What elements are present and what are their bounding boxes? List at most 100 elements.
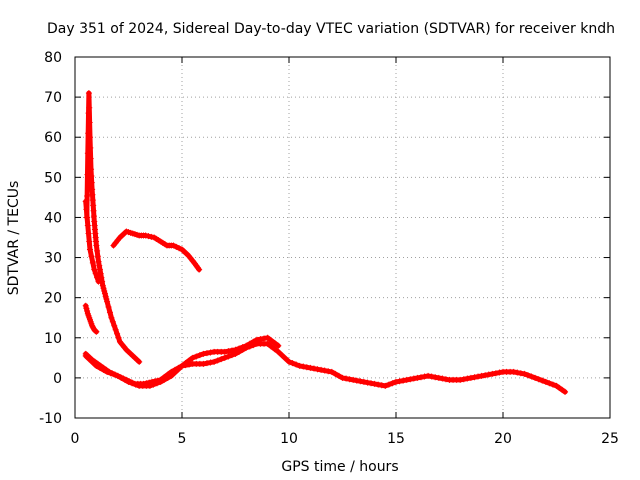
series-secondary-track <box>82 334 282 389</box>
data-point <box>179 362 185 369</box>
data-point <box>360 378 367 385</box>
data-point <box>467 374 474 381</box>
data-point <box>214 357 221 364</box>
data-point <box>243 342 250 349</box>
data-point <box>91 266 98 273</box>
data-point <box>84 171 91 178</box>
data-point <box>296 362 303 369</box>
data-point <box>539 377 546 384</box>
data-point <box>514 369 521 376</box>
data-point <box>546 380 553 387</box>
data-point <box>109 318 116 325</box>
data-point <box>335 372 342 379</box>
data-point <box>85 130 92 137</box>
data-point <box>146 382 153 389</box>
data-point <box>289 360 296 367</box>
y-tick-label: 40 <box>44 210 62 226</box>
data-point <box>457 376 464 383</box>
data-point <box>157 378 164 385</box>
data-point <box>357 378 364 385</box>
data-point <box>108 314 115 321</box>
data-point <box>88 179 95 186</box>
data-point <box>86 246 93 253</box>
data-point <box>99 282 106 289</box>
data-point <box>104 368 111 375</box>
y-tick-label: 80 <box>44 50 62 66</box>
data-point <box>145 233 152 240</box>
data-point <box>112 326 119 333</box>
data-point <box>414 374 421 381</box>
data-point <box>92 270 99 277</box>
data-point <box>378 382 385 389</box>
data-point <box>90 213 97 220</box>
data-point <box>103 296 110 303</box>
data-point <box>562 388 569 395</box>
data-point <box>439 375 446 382</box>
data-point <box>82 352 89 359</box>
data-point <box>510 368 517 375</box>
data-point <box>275 348 282 355</box>
series-main-track <box>82 340 569 395</box>
data-point <box>196 352 203 359</box>
data-point <box>524 372 531 379</box>
data-point <box>88 253 95 260</box>
data-point <box>101 287 108 294</box>
data-point <box>86 134 93 141</box>
data-point <box>225 353 232 360</box>
y-tick-label: 30 <box>44 251 62 267</box>
series-afternoon-arc <box>110 228 203 273</box>
data-point <box>82 198 89 205</box>
data-point <box>478 372 485 379</box>
series-spike-decay-upper <box>83 90 143 365</box>
data-point <box>542 378 549 385</box>
y-tick-label: 0 <box>53 371 62 387</box>
data-point <box>303 364 310 371</box>
data-point <box>86 104 93 111</box>
data-point <box>148 233 155 240</box>
grid-layer <box>75 57 610 418</box>
data-point <box>203 360 210 367</box>
data-point <box>164 374 171 381</box>
data-point <box>236 345 243 352</box>
data-point <box>268 337 275 344</box>
data-point <box>136 358 143 365</box>
data-point <box>282 355 289 362</box>
x-tick-label: 20 <box>494 431 512 447</box>
data-point <box>271 346 278 353</box>
data-point <box>106 309 113 316</box>
data-point <box>346 376 353 383</box>
data-point <box>442 376 449 383</box>
data-point <box>84 193 91 200</box>
data-point <box>428 373 435 380</box>
data-point <box>460 376 467 383</box>
data-point <box>175 366 182 373</box>
data-point <box>286 358 292 365</box>
data-point <box>307 364 314 371</box>
data-point <box>318 366 325 373</box>
data-point <box>85 90 92 97</box>
data-point <box>371 380 378 387</box>
data-point <box>84 214 91 221</box>
data-point <box>310 365 317 372</box>
data-point <box>96 262 103 269</box>
y-tick-label: 20 <box>44 291 62 307</box>
data-point <box>253 336 260 343</box>
data-point <box>87 144 94 151</box>
data-point <box>332 370 339 377</box>
data-point <box>196 266 203 273</box>
y-tick-label: 50 <box>44 170 62 186</box>
data-point <box>193 353 200 360</box>
data-point <box>528 373 535 380</box>
data-point <box>464 375 471 382</box>
data-point <box>268 343 275 350</box>
series-spike-decay-lower <box>82 302 100 335</box>
data-point <box>321 367 328 374</box>
x-tick-label: 25 <box>601 431 619 447</box>
data-point <box>221 354 228 361</box>
data-point <box>93 242 100 249</box>
data-point <box>535 376 542 383</box>
data-point <box>271 340 278 347</box>
data-point <box>549 381 556 388</box>
data-point <box>83 206 90 213</box>
data-point <box>407 376 414 383</box>
